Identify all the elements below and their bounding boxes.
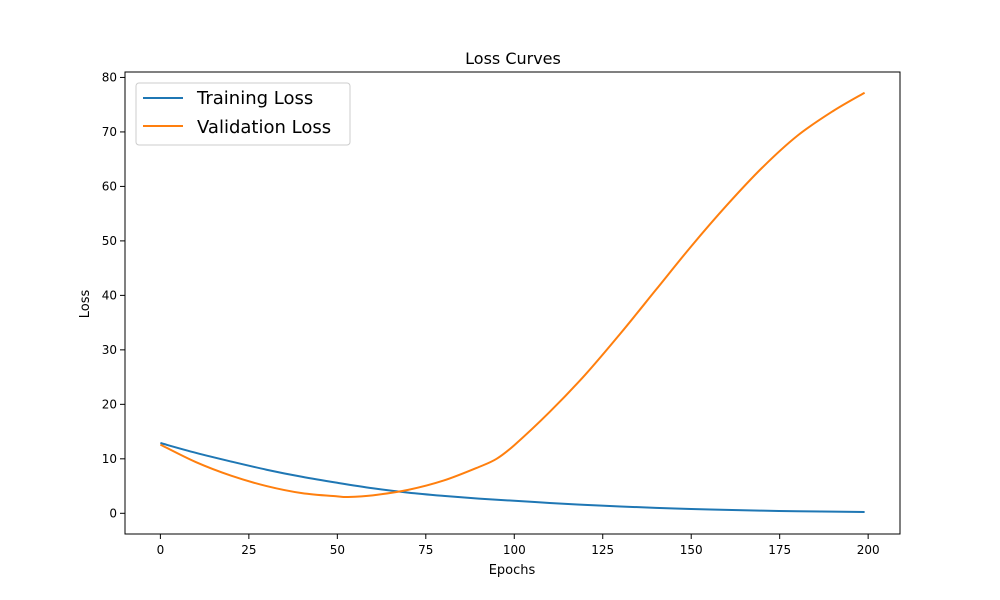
y-tick-label: 30 <box>102 343 117 357</box>
chart-title: Loss Curves <box>465 49 561 68</box>
y-tick-label: 0 <box>109 506 117 520</box>
series-line-training-loss <box>160 442 865 513</box>
x-tick-label: 50 <box>330 543 345 557</box>
y-tick-label: 70 <box>102 125 117 139</box>
legend-label-validation-loss: Validation Loss <box>197 117 331 138</box>
y-axis-label: Loss <box>78 290 93 319</box>
y-tick-label: 50 <box>102 234 117 248</box>
x-tick-label: 0 <box>157 543 165 557</box>
x-tick-label: 125 <box>591 543 614 557</box>
y-tick-label: 80 <box>102 70 117 84</box>
x-axis: 0 25 50 75 100 125 150 175 200 <box>157 534 880 557</box>
plot-area <box>159 91 866 513</box>
series-line-validation-loss <box>159 91 866 499</box>
x-tick-label: 150 <box>680 543 703 557</box>
y-tick-label: 20 <box>102 397 117 411</box>
y-axis: 0 10 20 30 40 50 60 70 80 <box>102 70 125 520</box>
y-tick-label: 60 <box>102 179 117 193</box>
legend: Training Loss Validation Loss <box>135 82 351 146</box>
x-tick-label: 75 <box>418 543 433 557</box>
x-tick-label: 25 <box>241 543 256 557</box>
x-tick-label: 100 <box>503 543 526 557</box>
x-axis-label: Epochs <box>489 563 536 578</box>
x-tick-label: 200 <box>857 543 880 557</box>
y-tick-label: 40 <box>102 288 117 302</box>
x-tick-label: 175 <box>768 543 791 557</box>
legend-label-training-loss: Training Loss <box>196 88 313 109</box>
y-tick-label: 10 <box>102 452 117 466</box>
axes-frame <box>124 71 901 535</box>
legend-box <box>135 82 351 146</box>
